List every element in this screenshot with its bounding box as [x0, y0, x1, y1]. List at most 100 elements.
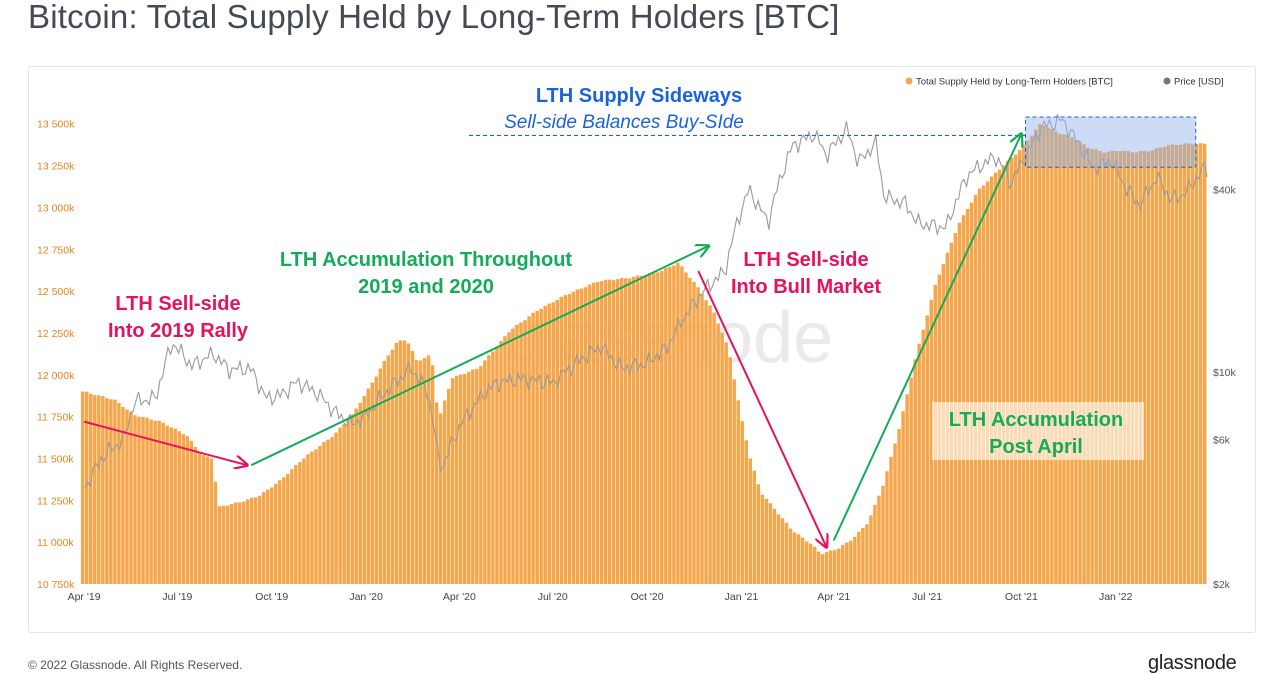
lth-supply-bar — [973, 194, 978, 584]
lth-supply-bar — [635, 275, 640, 584]
lth-supply-bar — [442, 400, 447, 584]
lth-supply-bar — [820, 554, 825, 584]
lth-supply-bar — [977, 188, 982, 584]
x-tick-label: Oct '21 — [1005, 591, 1038, 603]
lth-supply-bar — [865, 524, 869, 584]
lth-supply-bar — [1138, 151, 1143, 584]
lth-supply-bar — [245, 499, 250, 584]
lth-supply-bar — [1009, 157, 1014, 584]
lth-supply-bar — [257, 495, 262, 584]
lth-supply-bar — [189, 440, 194, 584]
lth-supply-bar — [93, 395, 97, 584]
lth-supply-bar — [446, 388, 451, 584]
lth-supply-bar — [764, 499, 769, 584]
lth-supply-bar — [181, 434, 185, 584]
lth-supply-bar — [639, 275, 644, 584]
lth-supply-bar — [265, 489, 270, 584]
lth-supply-bar — [1078, 141, 1082, 584]
lth-supply-bar — [511, 328, 515, 584]
lth-supply-bar — [583, 287, 588, 584]
lth-supply-bar — [784, 522, 789, 584]
lth-supply-bar — [121, 407, 125, 584]
lth-supply-bar — [571, 291, 576, 584]
lth-supply-bar — [1106, 151, 1110, 584]
lth-supply-bar — [1001, 165, 1006, 585]
legend-swatch-lth — [905, 77, 913, 85]
lth-supply-bar — [716, 323, 720, 584]
lth-supply-bar — [1110, 150, 1114, 584]
annotation-sell-2019: Into 2019 Rally — [108, 320, 249, 342]
lth-supply-bar — [599, 281, 604, 584]
lth-supply-bar — [422, 357, 427, 584]
lth-supply-bar — [225, 505, 230, 584]
y-left-tick-label: 11 000k — [37, 537, 74, 549]
lth-supply-bar — [286, 473, 290, 584]
lth-supply-bar — [961, 215, 966, 585]
lth-supply-bar — [278, 480, 282, 584]
lth-supply-bar — [800, 537, 805, 584]
lth-supply-bar — [619, 277, 624, 584]
lth-supply-bar — [704, 300, 708, 584]
lth-supply-bar — [1170, 144, 1175, 584]
lth-supply-bar — [563, 295, 568, 584]
y-left-tick-label: 13 500k — [37, 119, 75, 131]
lth-supply-bar — [676, 262, 680, 584]
lth-supply-bar — [366, 388, 370, 584]
lth-supply-bar — [567, 294, 572, 584]
x-tick-label: Jul '21 — [912, 591, 942, 603]
lth-supply-bar — [543, 305, 547, 584]
lth-supply-bar — [354, 408, 358, 584]
arrow-sell-2019 — [83, 420, 247, 466]
arrow-sell-bull — [697, 270, 826, 547]
lth-supply-bar — [692, 282, 696, 584]
lth-supply-bar — [808, 543, 813, 584]
lth-supply-bar — [523, 320, 527, 584]
lth-supply-bar — [869, 515, 873, 584]
lth-supply-bar — [185, 436, 190, 584]
lth-supply-bar — [374, 376, 379, 584]
lth-supply-bar — [664, 268, 668, 584]
lth-supply-bar — [495, 346, 499, 584]
lth-supply-bar — [378, 368, 383, 584]
lth-supply-bar — [471, 369, 475, 584]
lth-supply-bar — [454, 375, 459, 584]
lth-supply-bar — [748, 458, 753, 584]
lth-supply-bar — [652, 272, 656, 584]
annotation-accum-april: Post April — [989, 436, 1083, 458]
lth-supply-bar — [668, 266, 672, 584]
lth-supply-bar — [631, 276, 636, 584]
y-right-tick-label: $2k — [1213, 579, 1231, 591]
lth-supply-bar — [1150, 150, 1155, 584]
lth-supply-bar — [812, 546, 817, 584]
lth-supply-bar — [129, 411, 133, 584]
lth-supply-bar — [519, 322, 523, 584]
lth-supply-bar — [969, 202, 974, 585]
annotation-accum-2019-2020: LTH Accumulation Throughout — [280, 249, 573, 271]
lth-supply-bar — [97, 395, 101, 584]
y-left-tick-label: 11 750k — [37, 412, 74, 424]
lth-supply-bar — [1046, 127, 1050, 584]
lth-supply-bar — [921, 329, 925, 584]
lth-supply-bar — [322, 441, 326, 584]
lth-supply-bar — [1202, 143, 1207, 584]
lth-supply-bar — [209, 458, 214, 584]
x-tick-label: Jan '20 — [349, 591, 383, 603]
lth-supply-bar — [1134, 152, 1139, 584]
lth-supply-bar — [744, 440, 748, 584]
lth-supply-bar — [270, 487, 274, 584]
lth-supply-bar — [889, 456, 893, 584]
lth-supply-bar — [109, 399, 113, 584]
lth-supply-bar — [728, 357, 732, 584]
lth-supply-bar — [153, 420, 157, 584]
annotation-sell-2019: LTH Sell-side — [115, 293, 240, 315]
lth-supply-bar — [816, 551, 821, 584]
lth-supply-bar — [1082, 144, 1086, 584]
lth-supply-bar — [81, 391, 85, 584]
lth-supply-bar — [539, 308, 543, 584]
lth-supply-bar — [740, 421, 744, 584]
lth-supply-bar — [430, 365, 435, 584]
lth-supply-bar — [792, 532, 797, 584]
lth-supply-bar — [780, 518, 785, 584]
legend-label-lth: Total Supply Held by Long-Term Holders [… — [916, 77, 1113, 88]
lth-supply-bar — [197, 452, 202, 584]
